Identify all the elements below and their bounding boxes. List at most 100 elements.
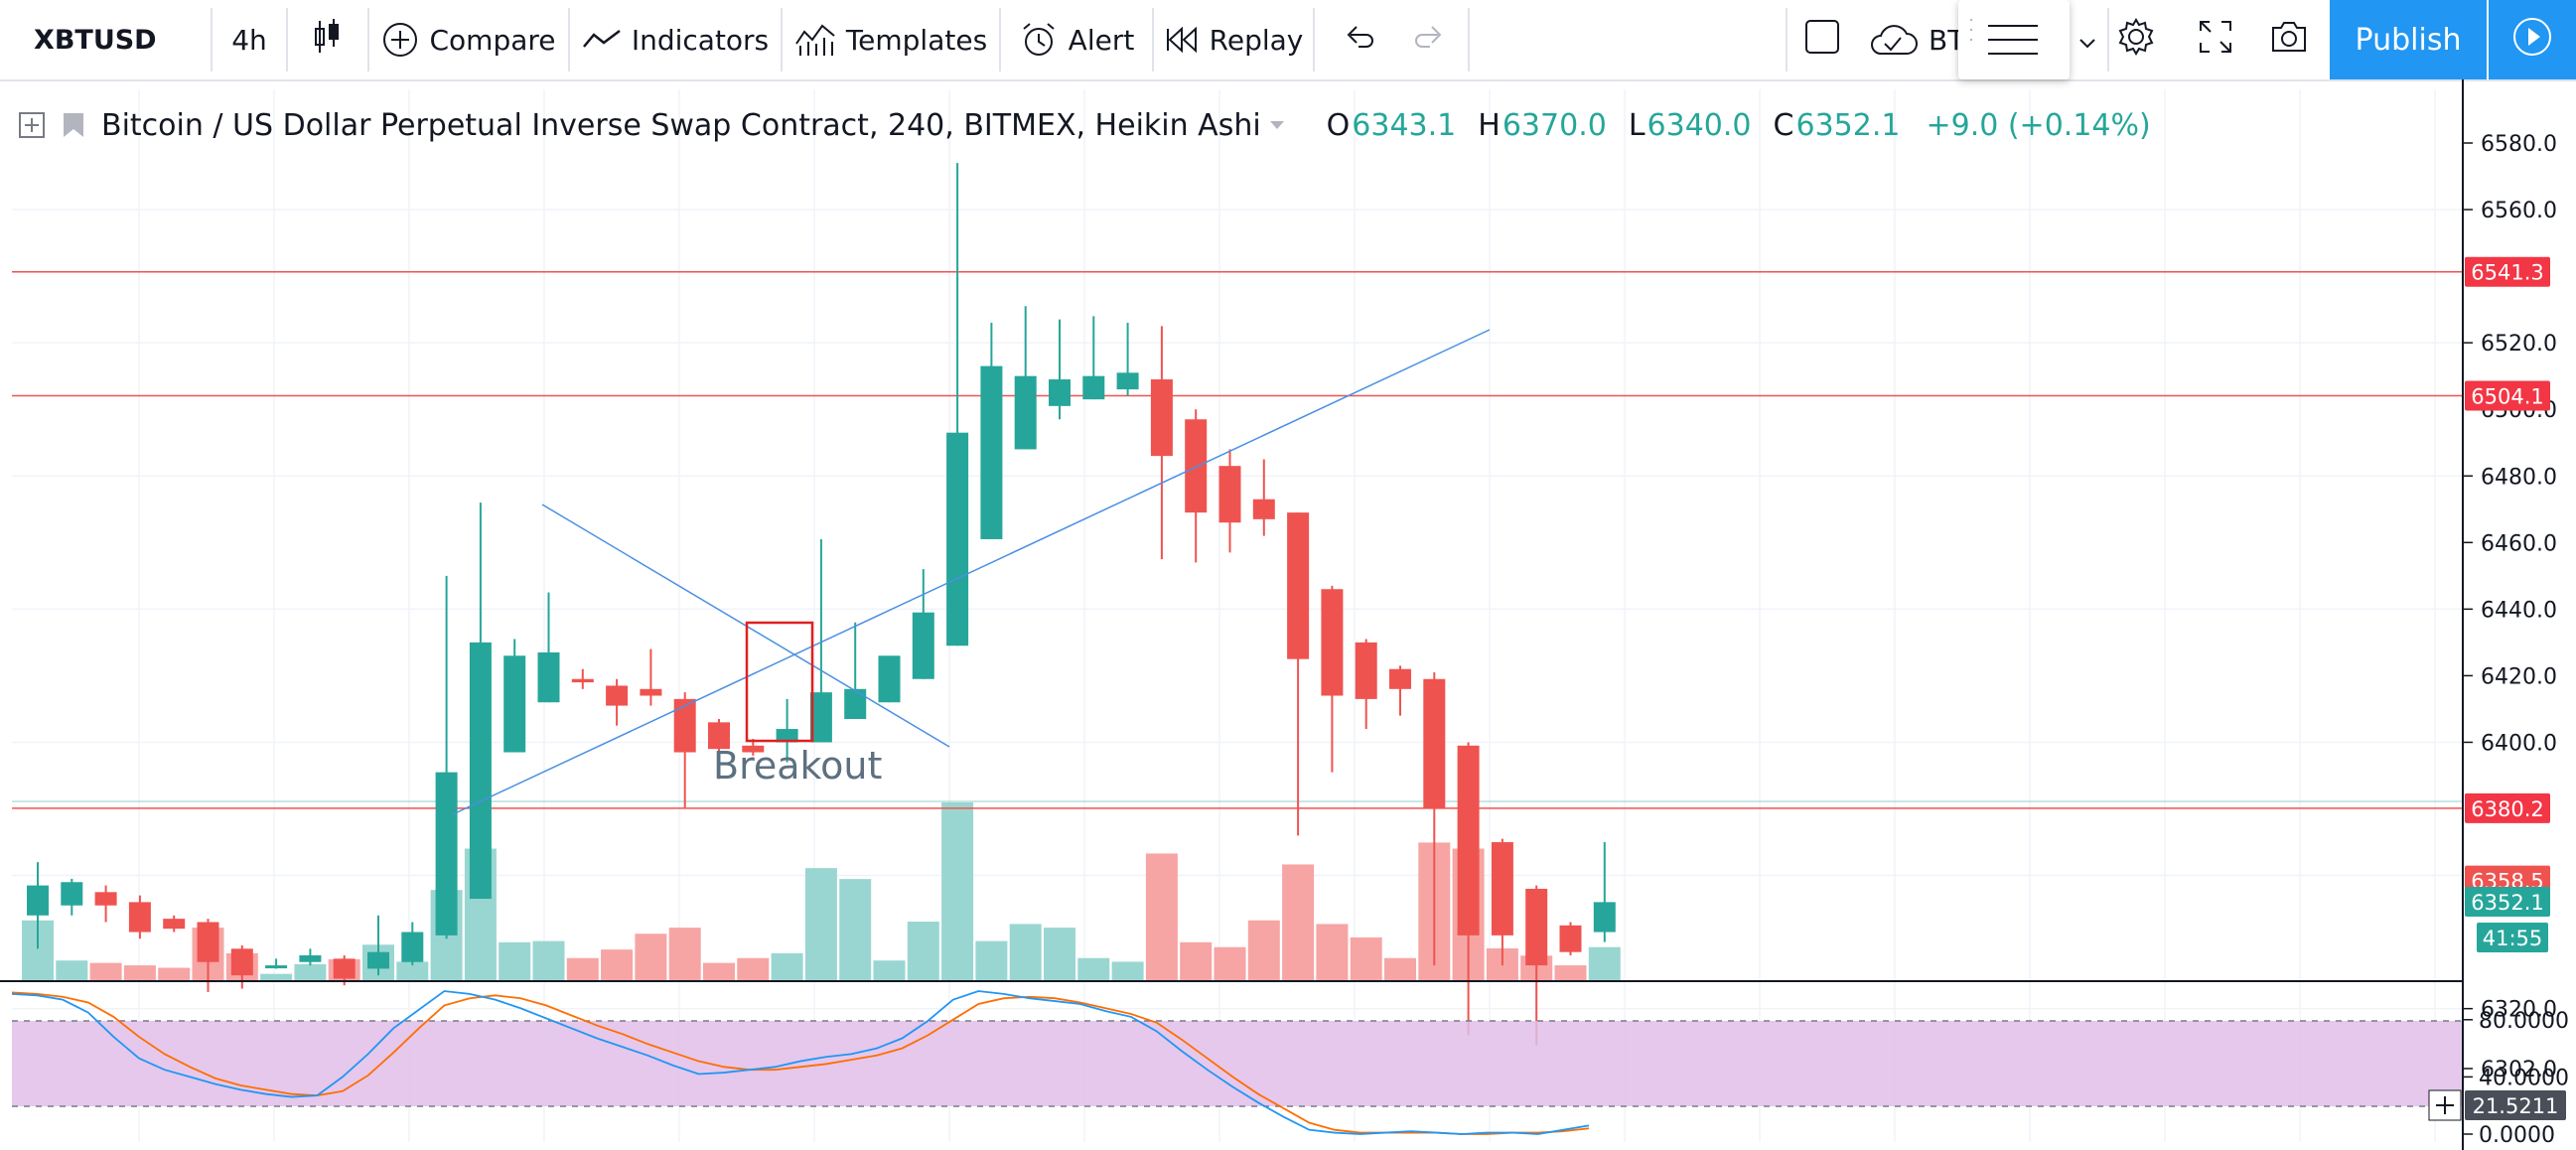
volume-bar bbox=[804, 868, 837, 981]
volume-bar bbox=[1180, 941, 1213, 981]
candle-body bbox=[163, 919, 186, 930]
candles-icon bbox=[312, 17, 344, 64]
volume-bar bbox=[89, 962, 122, 981]
volume-bars bbox=[22, 802, 1621, 981]
indicators-button[interactable]: Indicators bbox=[570, 0, 781, 79]
plus-circle-icon bbox=[381, 21, 419, 59]
crosshair-plus-marker[interactable] bbox=[2428, 1089, 2462, 1121]
level-price-label[interactable] bbox=[2465, 256, 2550, 287]
candle-body bbox=[1082, 375, 1105, 400]
volume-bar bbox=[1316, 924, 1349, 981]
price-tick-label: 6400.0 bbox=[2481, 731, 2557, 756]
volume-bar bbox=[1044, 928, 1075, 981]
candle-body bbox=[128, 902, 151, 933]
templates-label: Templates bbox=[845, 23, 988, 57]
replay-button[interactable]: Replay bbox=[1154, 0, 1313, 79]
candle-body bbox=[1116, 372, 1139, 390]
expand-icon bbox=[2198, 19, 2233, 62]
stochastic-axis[interactable]: 80.0000 40.0000 0.0000 21.5211 bbox=[2463, 1009, 2569, 1148]
stochastic-k-line bbox=[11, 990, 1590, 1135]
settings-button[interactable] bbox=[2109, 0, 2163, 79]
redo-button[interactable] bbox=[1394, 0, 1464, 79]
candle-body bbox=[844, 688, 867, 719]
undo-button[interactable] bbox=[1325, 0, 1394, 79]
toolbar-divider bbox=[781, 8, 783, 72]
candle-body bbox=[912, 612, 934, 679]
volume-bar bbox=[123, 965, 156, 981]
compare-button[interactable]: Compare bbox=[369, 0, 568, 79]
publish-button[interactable]: Publish bbox=[2330, 0, 2487, 79]
chart-style-button[interactable] bbox=[288, 0, 367, 79]
candle-body bbox=[946, 432, 969, 647]
drawings[interactable]: Breakout bbox=[452, 329, 1491, 815]
price-axis[interactable]: 6580.0 6560.0 6520.0 6480.0 6460.0 6440.0 6420… bbox=[2463, 132, 2557, 1082]
volume-bar bbox=[1282, 864, 1315, 981]
stochastic-tick-label: 40.0000 bbox=[2479, 1066, 2569, 1090]
ascending-trendline[interactable] bbox=[452, 329, 1491, 815]
volume-bar bbox=[975, 940, 1008, 981]
candle-body bbox=[640, 688, 662, 696]
volume-bar bbox=[1214, 946, 1246, 981]
templates-icon bbox=[794, 22, 836, 58]
level-price-label[interactable] bbox=[2465, 792, 2550, 823]
horizontal-lines[interactable] bbox=[12, 270, 2463, 809]
candle-body bbox=[265, 965, 288, 969]
toolbar-divider bbox=[1468, 8, 1470, 72]
screenshot-button[interactable] bbox=[2262, 0, 2316, 79]
price-tick-label: 6302.0 bbox=[2481, 1058, 2557, 1082]
chart-title[interactable]: Bitcoin / US Dollar Perpetual Inverse Sw… bbox=[101, 107, 1261, 143]
price-change: +9.0 (+0.14%) bbox=[1926, 107, 2151, 143]
candle-body bbox=[1355, 642, 1377, 699]
publish-label: Publish bbox=[2355, 22, 2462, 58]
ohlc-open: O6343.1 bbox=[1326, 107, 1457, 143]
flag-icon[interactable] bbox=[60, 111, 87, 139]
toolbar-divider bbox=[367, 8, 369, 72]
price-tick-label: 6580.0 bbox=[2481, 132, 2557, 157]
chart-layouts-menu-button[interactable] bbox=[1958, 0, 2070, 79]
stochastic-current-label bbox=[2465, 1090, 2566, 1120]
volume-bar bbox=[158, 967, 191, 981]
candle-body bbox=[61, 882, 83, 906]
volume-bar bbox=[1350, 936, 1382, 981]
compare-label: Compare bbox=[429, 23, 556, 57]
candle-body bbox=[367, 951, 389, 969]
bar-countdown-label bbox=[2477, 923, 2548, 953]
candle-body bbox=[1423, 678, 1446, 809]
volume-bar bbox=[1009, 924, 1042, 981]
undo-icon bbox=[1343, 23, 1376, 58]
interval-button[interactable]: 4h bbox=[213, 0, 286, 79]
last-price-label[interactable] bbox=[2465, 887, 2550, 918]
fullscreen-layout-button[interactable] bbox=[1788, 0, 1857, 79]
volume-bar bbox=[839, 879, 872, 981]
level-price-label[interactable] bbox=[2465, 380, 2550, 411]
volume-bar bbox=[771, 952, 803, 981]
candle-body bbox=[469, 642, 492, 900]
breakout-rectangle[interactable] bbox=[745, 621, 814, 743]
templates-button[interactable]: Templates bbox=[783, 0, 999, 79]
publish-options-button[interactable] bbox=[2489, 0, 2576, 79]
volume-bar bbox=[737, 957, 770, 981]
candle-body bbox=[673, 698, 696, 753]
fullscreen-button[interactable] bbox=[2189, 0, 2242, 79]
chevron-down-icon bbox=[2078, 24, 2096, 57]
indicators-label: Indicators bbox=[631, 23, 770, 57]
chevron-down-icon[interactable] bbox=[1269, 120, 1285, 130]
price-chart[interactable]: Breakout 6580.06560.06520.06480.06460.06… bbox=[0, 79, 2576, 1150]
layout-dropdown-button[interactable] bbox=[2070, 0, 2105, 79]
volume-bar bbox=[56, 960, 88, 981]
candle-body bbox=[1457, 745, 1480, 935]
gear-icon bbox=[2116, 17, 2156, 64]
alert-button[interactable]: Alert bbox=[1001, 0, 1152, 79]
top-toolbar: XBTUSD 4h Compare Indicators Templates A… bbox=[0, 0, 2576, 81]
symbol-search-button[interactable]: XBTUSD bbox=[0, 0, 211, 79]
volume-bar bbox=[1247, 920, 1280, 981]
alarm-clock-icon bbox=[1019, 20, 1059, 60]
candle-body bbox=[776, 729, 798, 743]
toolbar-divider bbox=[1313, 8, 1315, 72]
volume-bar bbox=[1077, 957, 1110, 981]
candle-body bbox=[1252, 499, 1275, 519]
expand-legend-icon[interactable] bbox=[18, 111, 46, 139]
breakout-label[interactable]: Breakout bbox=[713, 744, 882, 788]
bar-countdown-text: 41:55 bbox=[2483, 927, 2543, 950]
volume-bar bbox=[635, 934, 667, 981]
